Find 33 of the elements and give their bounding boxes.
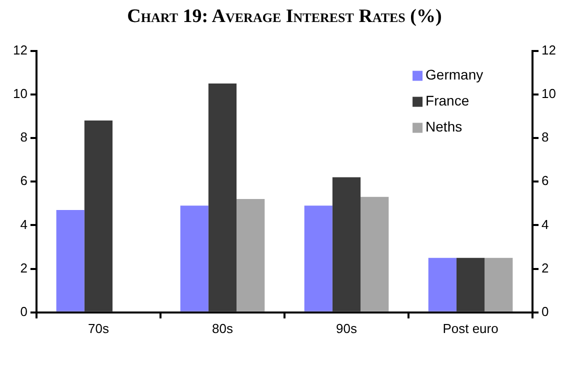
x-tick-label: 70s — [88, 320, 110, 336]
bar — [456, 258, 485, 312]
y-tick-label: 0 — [20, 304, 28, 319]
bar — [332, 177, 361, 312]
y2-tick-label: 8 — [542, 130, 549, 145]
chart-title: Chart 19: Average Interest Rates (%) — [126, 6, 443, 28]
y2-tick-label: 6 — [542, 173, 549, 188]
legend-label: France — [426, 92, 470, 109]
bar — [428, 258, 456, 312]
legend-label: Germany — [426, 66, 484, 83]
y2-tick-label: 10 — [542, 86, 556, 101]
bar — [180, 206, 208, 312]
y2-tick-label: 12 — [542, 42, 556, 58]
y2-tick-label: 0 — [542, 304, 549, 319]
bar — [208, 84, 237, 312]
x-tick-label: 80s — [212, 320, 234, 336]
bar — [84, 120, 113, 312]
bar — [56, 210, 84, 312]
y-tick-label: 8 — [20, 130, 28, 145]
x-tick-label: Post euro — [442, 320, 498, 336]
y-tick-label: 4 — [20, 216, 28, 232]
bar — [304, 206, 332, 312]
legend-label: Neths — [426, 118, 462, 135]
x-tick-label: 90s — [336, 320, 358, 336]
bar — [484, 258, 513, 312]
bar — [360, 196, 389, 312]
bar — [236, 199, 265, 312]
y-tick-label: 10 — [12, 86, 28, 101]
y2-tick-label: 4 — [542, 216, 549, 232]
y2-tick-label: 2 — [542, 260, 549, 276]
y-tick-label: 12 — [12, 42, 28, 58]
y-tick-label: 6 — [20, 173, 28, 188]
y-tick-label: 2 — [20, 260, 28, 276]
